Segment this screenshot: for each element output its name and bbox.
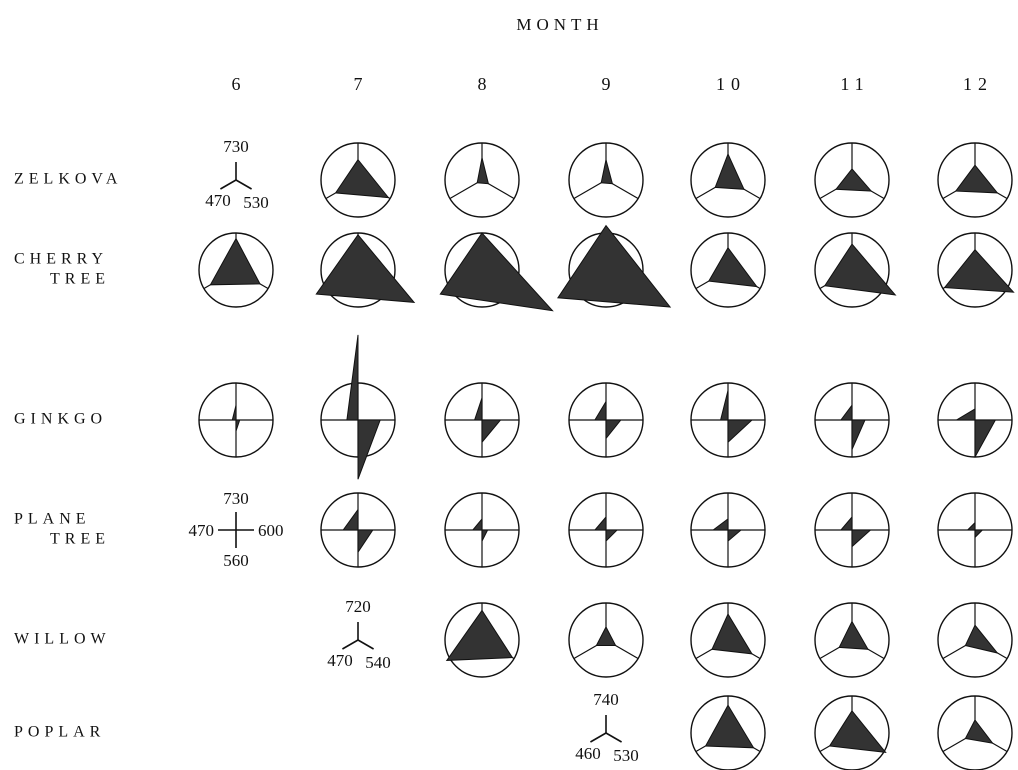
glyph-shape — [828, 709, 887, 754]
key-label: 470 — [205, 191, 231, 210]
glyph-shape — [839, 403, 866, 450]
glyph-shape — [943, 248, 1015, 293]
row-label: POPLAR — [14, 724, 105, 741]
glyph-shape — [594, 399, 622, 440]
key-axis — [590, 732, 607, 743]
glyph-shape — [954, 408, 997, 458]
glyph-shape — [231, 405, 241, 432]
glyph-shape — [593, 515, 619, 543]
glyph-shape — [966, 521, 984, 539]
key-axis — [357, 639, 374, 650]
key-axis — [220, 179, 237, 190]
glyph-shape — [964, 624, 999, 654]
glyph-shape — [342, 508, 374, 554]
row-label: CHERRY — [14, 251, 108, 268]
glyph-shape — [964, 719, 994, 744]
month-label: 10 — [716, 74, 746, 94]
row-label: GINKGO — [14, 411, 107, 428]
row-label: WILLOW — [14, 631, 111, 648]
glyph-shape — [209, 237, 261, 286]
month-label: 12 — [963, 74, 993, 94]
header: MONTH — [516, 15, 603, 34]
row-label: ZELKOVA — [14, 171, 122, 188]
key-label: 530 — [613, 746, 639, 765]
glyph-shape — [471, 517, 489, 542]
glyph-shape — [835, 168, 873, 192]
key-label: 740 — [593, 690, 619, 709]
glyph-shape — [707, 246, 758, 288]
glyph-shape — [557, 224, 672, 308]
key-axis — [605, 732, 622, 743]
key-axis — [235, 179, 252, 190]
glyph-shape — [476, 157, 490, 185]
month-label: 9 — [602, 74, 617, 94]
glyph-shape — [315, 233, 416, 303]
key-label: 560 — [223, 551, 249, 570]
glyph-shape — [473, 397, 502, 444]
glyph-shape — [714, 152, 745, 190]
key-label: 600 — [258, 521, 284, 540]
key-label: 720 — [345, 597, 371, 616]
glyph-shape — [445, 609, 514, 661]
glyph-shape — [595, 625, 617, 646]
glyph-shape — [704, 704, 755, 749]
row-label: PLANE — [14, 511, 91, 528]
glyph-shape — [839, 515, 872, 548]
glyph-shape — [719, 390, 754, 444]
key-label: 460 — [575, 744, 601, 763]
glyph-shape — [711, 613, 753, 655]
key-label: 470 — [327, 651, 353, 670]
glyph-shape — [711, 517, 743, 543]
key-label: 530 — [243, 193, 269, 212]
row-label: TREE — [50, 531, 110, 548]
glyph-shape — [823, 243, 897, 296]
glyph-shape — [600, 159, 614, 185]
glyph-shape — [954, 164, 999, 194]
month-label: 8 — [478, 74, 493, 94]
key-label: 470 — [189, 521, 215, 540]
key-label: 730 — [223, 489, 249, 508]
month-label: 6 — [232, 74, 247, 94]
glyph-shape — [838, 620, 869, 650]
glyph-shape — [334, 158, 390, 199]
glyph-shape — [346, 334, 381, 480]
key-label: 540 — [365, 653, 391, 672]
row-label: TREE — [50, 271, 110, 288]
key-axis — [342, 639, 359, 650]
key-label: 730 — [223, 137, 249, 156]
glyph-shape — [439, 232, 554, 312]
month-label: 11 — [840, 74, 869, 94]
month-label: 7 — [354, 74, 369, 94]
